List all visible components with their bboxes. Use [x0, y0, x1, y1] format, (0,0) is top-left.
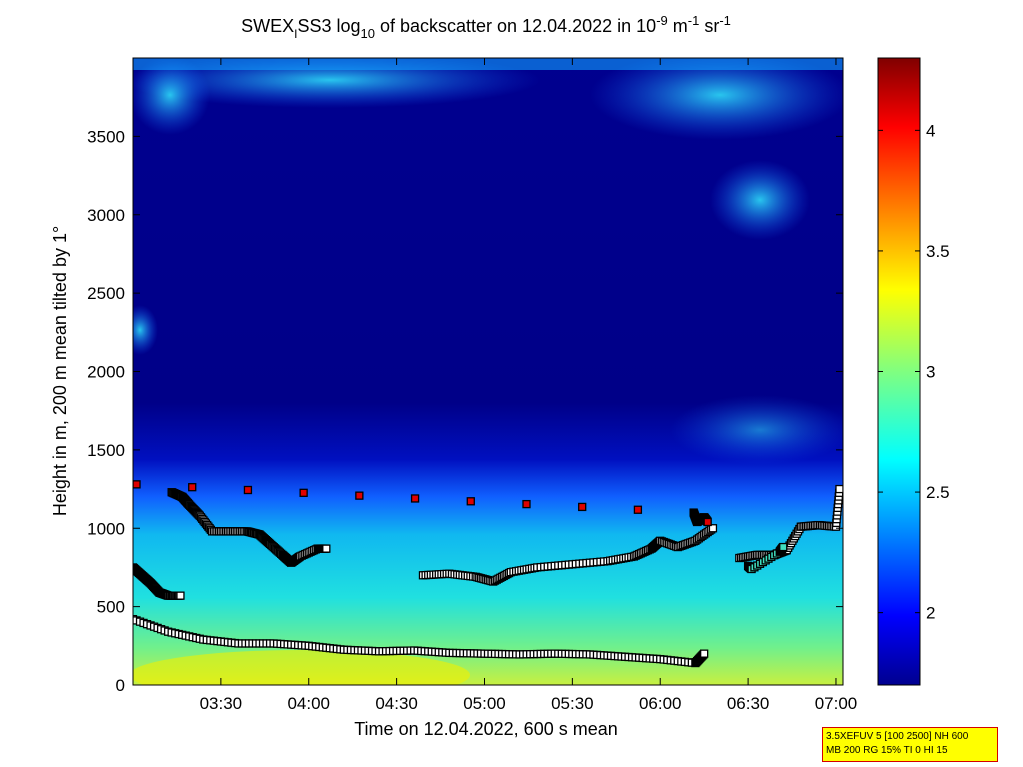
- colorbar-tick-label: 2: [926, 604, 935, 623]
- x-tick-label: 05:00: [463, 694, 506, 713]
- cloud-patch: [133, 305, 158, 355]
- data-point: [355, 491, 364, 500]
- data-point: [703, 517, 712, 527]
- data-point: [578, 502, 587, 512]
- warm-surface-patch: [133, 650, 470, 685]
- cloud-band: [133, 58, 843, 70]
- data-point: [522, 499, 531, 509]
- colorbar-axis: 2 2.5 3 3.5 4: [878, 121, 950, 623]
- data-point: [133, 480, 141, 489]
- x-tick-label: 05:30: [551, 694, 594, 713]
- info-line-1: 3.5XEFUV 5 [100 2500] NH 600: [826, 731, 969, 742]
- x-tick-label: 06:00: [639, 694, 682, 713]
- x-tick-label: 04:00: [287, 694, 330, 713]
- colorbar-tick-label: 2.5: [926, 483, 950, 502]
- marker-layer: [133, 480, 843, 668]
- cloud-patch: [670, 395, 843, 465]
- data-point: [322, 544, 331, 553]
- x-axis-label: Time on 12.04.2022, 600 s mean: [354, 719, 618, 739]
- cloud-patch: [710, 160, 810, 240]
- heatmap-field: [133, 58, 843, 685]
- colorbar: [877, 57, 921, 686]
- y-tick-label: 2000: [87, 363, 125, 382]
- data-point: [466, 497, 475, 506]
- data-point: [188, 483, 197, 492]
- y-axis-label: Height in m, 200 m mean tilted by 1°: [50, 226, 70, 516]
- x-tick-label: 03:30: [200, 694, 243, 713]
- data-point: [299, 488, 308, 497]
- x-tick-label: 07:00: [815, 694, 858, 713]
- data-point: [708, 524, 718, 533]
- x-axis: 03:30 04:00 04:30 05:00 05:30 06:00 06:30 07:00: [200, 58, 858, 713]
- y-tick-label: 500: [97, 598, 125, 617]
- cloud-patch: [590, 58, 843, 140]
- cloud-patch: [133, 58, 210, 135]
- data-point: [176, 591, 185, 600]
- y-tick-label: 1500: [87, 441, 125, 460]
- heatmap: [133, 58, 843, 685]
- data-point: [700, 649, 709, 658]
- colorbar-tick-label: 4: [926, 121, 935, 140]
- data-point: [410, 494, 420, 503]
- data-point: [633, 505, 643, 514]
- y-axis: 0 500 1000 1500 2000 2500 3000 3500: [87, 127, 843, 695]
- info-line-2: MB 200 RG 15% TI 0 HI 15: [826, 745, 948, 756]
- chart-title: SWEXISS3 log10 of backscatter on 12.04.2…: [241, 13, 731, 41]
- data-point: [779, 542, 788, 552]
- info-box: 3.5XEFUV 5 [100 2500] NH 600 MB 200 RG 1…: [822, 727, 998, 762]
- data-point: [243, 485, 253, 495]
- y-tick-label: 3500: [87, 127, 125, 146]
- y-tick-label: 1000: [87, 519, 125, 538]
- x-tick-label: 06:30: [727, 694, 770, 713]
- colorbar-tick-label: 3.5: [926, 242, 950, 261]
- colorbar-tick-label: 3: [926, 363, 935, 382]
- y-tick-label: 0: [116, 676, 125, 695]
- x-tick-label: 04:30: [375, 694, 418, 713]
- data-point: [835, 484, 843, 494]
- y-tick-label: 2500: [87, 284, 125, 303]
- y-tick-label: 3000: [87, 206, 125, 225]
- cloud-patch: [133, 58, 540, 108]
